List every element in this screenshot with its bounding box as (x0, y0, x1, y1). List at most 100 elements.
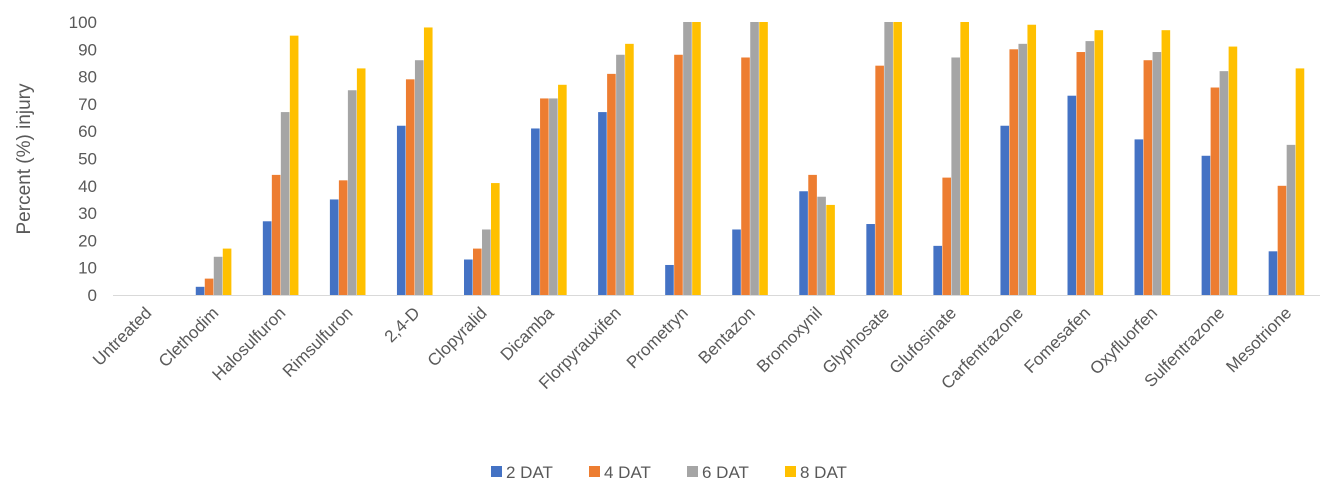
legend-swatch (785, 466, 796, 477)
bar (280, 112, 290, 295)
x-tick-label: Untreated (89, 303, 155, 369)
bar (1152, 52, 1162, 295)
y-tick-label: 80 (78, 68, 97, 87)
legend-swatch (491, 466, 502, 477)
bar (423, 27, 433, 296)
y-axis-ticks: 0 10 20 30 40 50 60 70 80 90 100 (69, 13, 97, 305)
bar (1027, 24, 1037, 295)
bar (195, 286, 205, 295)
x-tick-label: Clopyralid (424, 303, 491, 370)
legend-label: 8 DAT (800, 463, 847, 482)
x-tick-label: Bromoxynil (753, 303, 826, 376)
bar (692, 22, 701, 295)
y-tick-label: 100 (69, 13, 97, 32)
bar (338, 180, 348, 295)
bar (204, 278, 214, 295)
bar (607, 73, 616, 296)
bar (491, 183, 500, 295)
bar (750, 22, 759, 295)
bar (598, 112, 607, 295)
x-tick-label: Bentazon (695, 303, 759, 367)
y-tick-label: 70 (78, 95, 97, 114)
bar (942, 177, 951, 295)
bar (1094, 30, 1104, 295)
y-tick-label: 10 (78, 259, 97, 278)
bar (1076, 52, 1086, 295)
bar (271, 174, 281, 295)
y-tick-label: 30 (78, 204, 97, 223)
bar (558, 84, 567, 295)
x-tick-label: Fomesafen (1021, 303, 1095, 377)
y-tick-label: 50 (78, 150, 97, 169)
x-tick-label: 2,4-D (381, 303, 424, 346)
bar (884, 22, 893, 295)
bar (1219, 71, 1229, 295)
bar (808, 174, 817, 295)
bar (549, 98, 558, 295)
bar (875, 65, 884, 296)
bar (1277, 185, 1287, 295)
bar (683, 22, 692, 295)
bars (195, 22, 1305, 296)
bar (1018, 43, 1028, 296)
x-tick-label: Mesotrione (1222, 303, 1295, 376)
bar (356, 68, 366, 295)
x-axis-ticks: Untreated ClethodimHalosulfuronRimsulfuro… (89, 303, 1295, 393)
bar (289, 35, 299, 296)
y-tick-label: 90 (78, 40, 97, 59)
bar (665, 264, 674, 295)
bar (616, 54, 625, 296)
bar (1210, 87, 1220, 296)
bar (1085, 41, 1095, 295)
y-tick-label: 0 (88, 286, 97, 305)
bar (741, 57, 750, 295)
bar (1067, 95, 1077, 296)
bar (1228, 46, 1238, 295)
bar (1134, 139, 1144, 295)
bar (1009, 49, 1019, 295)
bar (1295, 68, 1305, 295)
bar (540, 98, 549, 295)
legend-label: 6 DAT (702, 463, 749, 482)
legend: 2 DAT 4 DAT 6 DAT 8 DAT (491, 463, 847, 482)
x-tick-label: Clethodim (155, 303, 223, 371)
bar (817, 196, 826, 295)
legend-label: 2 DAT (506, 463, 553, 482)
x-tick-label: Prometryn (623, 303, 692, 372)
bar (625, 43, 634, 296)
bar (1143, 60, 1153, 295)
bar (866, 224, 875, 295)
y-tick-label: 60 (78, 122, 97, 141)
bar (951, 57, 960, 295)
x-tick-label: Glyphosate (819, 303, 893, 377)
x-tick-label: Glufosinate (886, 303, 960, 377)
bar (531, 128, 540, 295)
bar (1161, 30, 1171, 295)
bar (933, 245, 942, 295)
bar (799, 191, 808, 295)
bar (893, 22, 902, 295)
bar (1000, 125, 1010, 296)
bar (1268, 251, 1278, 295)
bar (482, 229, 491, 295)
bar (222, 248, 232, 295)
bar (414, 60, 424, 295)
bar (464, 259, 473, 295)
bar (1286, 144, 1296, 295)
bar (1201, 155, 1211, 295)
bar (213, 256, 223, 295)
legend-swatch (589, 466, 600, 477)
bar (396, 125, 406, 296)
bar (732, 229, 741, 295)
bar (405, 79, 415, 295)
bar (347, 90, 357, 295)
bar (960, 22, 969, 295)
bar (473, 248, 482, 295)
bar (674, 54, 683, 296)
y-axis-label: Percent (%) injury (14, 83, 35, 234)
y-tick-label: 40 (78, 177, 97, 196)
bar (826, 204, 835, 295)
bar (262, 221, 272, 295)
y-tick-label: 20 (78, 231, 97, 250)
